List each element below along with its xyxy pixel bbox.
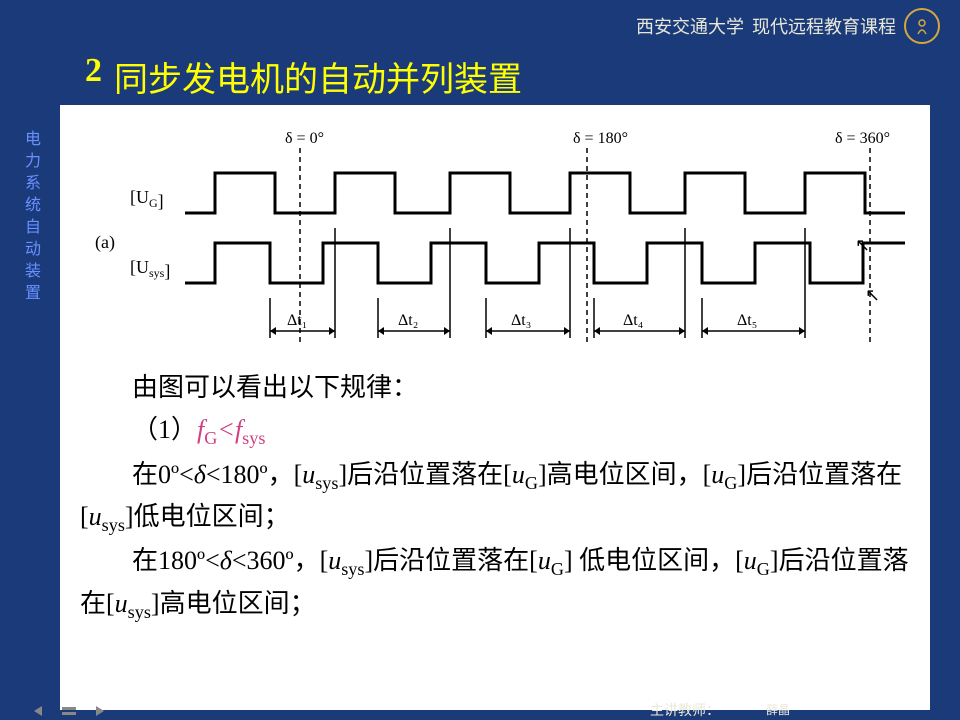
slide-number: 2 xyxy=(85,52,102,101)
dt3: Δt₃ xyxy=(511,312,531,329)
course-type: 现代远程教育课程 xyxy=(752,13,896,39)
footer: 主讲教师： 薛晶 xyxy=(0,702,960,718)
usys-waveform xyxy=(185,243,905,283)
university-name: 西安交通大学 xyxy=(636,13,744,39)
delta-label-360: δ = 360° xyxy=(835,130,890,147)
row-label-usys: [Usys] xyxy=(130,257,170,281)
row-label-ug: [UG] xyxy=(130,187,164,211)
slide-title: 2 同步发电机的自动并列装置 xyxy=(85,52,522,101)
body-text: 由图可以看出以下规律： （1）fG<fsys 在0º<δ<180º，[usys]… xyxy=(62,368,928,626)
dt2: Δt₂ xyxy=(398,312,418,329)
header: 西安交通大学 现代远程教育课程 xyxy=(636,8,940,44)
instructor-label: 主讲教师： xyxy=(650,700,720,720)
waveform-diagram: δ = 0° δ = 180° δ = 360° (a) [UG] [Usys] xyxy=(75,113,915,358)
delta-label-0: δ = 0° xyxy=(285,130,324,147)
content-area: δ = 0° δ = 180° δ = 360° (a) [UG] [Usys] xyxy=(60,105,930,710)
intro-line: 由图可以看出以下规律： xyxy=(80,368,910,408)
paragraph-1: 在0º<δ<180º，[usys]后沿位置落在[uG]高电位区间，[uG]后沿位… xyxy=(80,455,910,540)
point-1: （1）fG<fsys xyxy=(80,410,910,452)
delta-label-180: δ = 180° xyxy=(573,130,628,147)
ug-waveform xyxy=(185,173,905,213)
instructor-name: 薛晶 xyxy=(766,701,790,718)
university-logo-icon xyxy=(904,8,940,44)
sidebar-course-title: 电力系统自动装置 xyxy=(18,130,42,306)
panel-label: (a) xyxy=(95,232,115,253)
slide-title-text: 同步发电机的自动并列装置 xyxy=(114,52,522,101)
dt4: Δt₄ xyxy=(623,312,644,329)
dt5: Δt₅ xyxy=(737,312,757,329)
paragraph-2: 在180º<δ<360º，[usys]后沿位置落在[uG] 低电位区间，[uG]… xyxy=(80,541,910,626)
dt1: Δt₁ xyxy=(287,312,307,329)
